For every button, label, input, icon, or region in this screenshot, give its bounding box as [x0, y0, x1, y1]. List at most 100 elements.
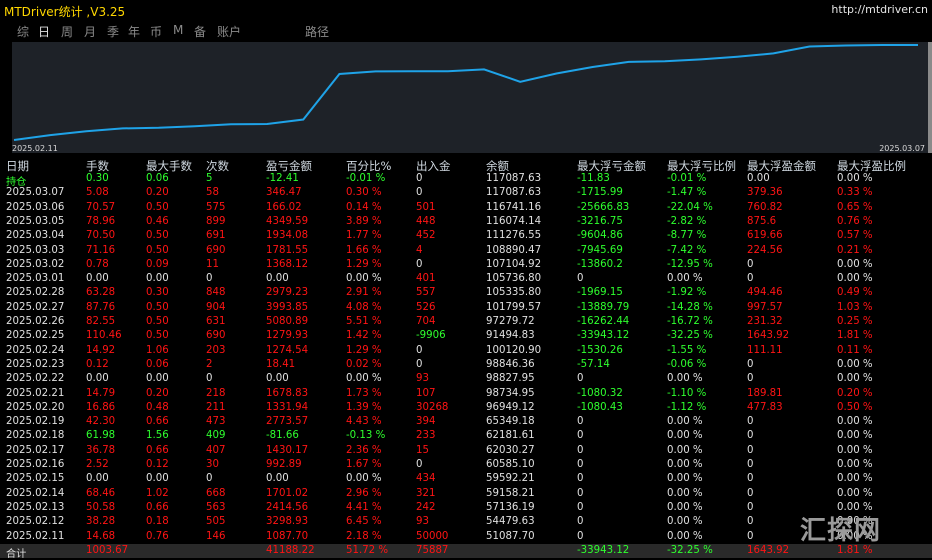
column-header[interactable]: 盈亏金额 [266, 159, 312, 173]
column-header[interactable]: 最大手数 [146, 159, 192, 173]
table-cell: 50.58 [86, 501, 116, 513]
table-row[interactable]: 2025.02.16 2.52 0.12 30 992.89 1.67 % 0 60585.1… [0, 458, 932, 472]
table-row[interactable]: 2025.02.28 63.28 0.30 848 2979.23 2.91 % 557 10… [0, 286, 932, 300]
column-header[interactable]: 余额 [486, 159, 509, 173]
column-header[interactable]: 最大浮盈金额 [747, 159, 816, 173]
table-cell: 346.47 [266, 187, 302, 199]
table-row[interactable]: 2025.03.05 78.96 0.46 899 4349.59 3.89 % 448 11… [0, 215, 932, 229]
table-row[interactable]: 2025.02.25 110.46 0.50 690 1279.93 1.42 % -990… [0, 329, 932, 343]
table-row[interactable]: 2025.03.07 5.08 0.20 58 346.47 0.30 % 0 117087.… [0, 186, 932, 200]
table-cell: 2025.03.02 [6, 258, 65, 270]
tab-10[interactable]: 路径 [305, 25, 330, 39]
table-cell: 117087.63 [486, 173, 542, 184]
table-row[interactable]: 2025.02.12 38.28 0.18 505 3298.93 6.45 % 93 544… [0, 515, 932, 529]
table-cell: -16.72 % [667, 316, 713, 327]
table-row[interactable]: 2025.03.04 70.50 0.50 691 1934.08 1.77 % 452 11… [0, 229, 932, 243]
table-row[interactable]: 2025.02.14 68.46 1.02 668 1701.02 2.96 % 321 59… [0, 487, 932, 501]
table-cell: 108890.47 [486, 244, 542, 256]
table-cell: 78.96 [86, 215, 116, 227]
table-cell: 4.41 % [346, 501, 382, 513]
table-cell: 1643.92 [747, 330, 790, 342]
table-cell: 691 [206, 230, 226, 242]
table-row[interactable]: 2025.02.19 42.30 0.66 473 2773.57 4.43 % 394 65… [0, 415, 932, 429]
table-cell: 2025.02.24 [6, 344, 65, 356]
table-cell: 0.18 [146, 516, 169, 528]
table-cell: 0.00 % [837, 459, 873, 470]
table-row[interactable]: 2025.02.15 0.00 0.00 0 0.00 0.00 % 434 59592.21… [0, 472, 932, 486]
table-cell: 5 [206, 173, 213, 184]
tab-9[interactable]: 账户 [217, 25, 242, 39]
table-row[interactable]: 2025.02.22 0.00 0.00 0 0.00 0.00 % 93 98827.95 0… [0, 372, 932, 386]
table-row[interactable]: 2025.02.18 61.98 1.56 409 -81.66 -0.13 % 233 62… [0, 429, 932, 443]
table-cell: -1.92 % [667, 287, 707, 299]
balance-chart-svg [13, 44, 918, 141]
table-row[interactable]: 2025.02.17 36.78 0.66 407 1430.17 2.36 % 15 620… [0, 444, 932, 458]
column-header[interactable]: 日期 [6, 159, 29, 173]
table-cell: 3.89 % [346, 215, 382, 227]
table-row[interactable]: 持仓 0.30 0.06 5 -12.41 -0.01 % 0 117087.63 -11.83… [0, 172, 932, 188]
tab-0[interactable]: 综 [17, 25, 30, 39]
table-cell: 0.65 % [837, 201, 873, 213]
table-row[interactable]: 2025.02.26 82.55 0.50 631 5080.89 5.51 % 704 97… [0, 315, 932, 329]
table-cell: 0.00 % [837, 273, 873, 285]
table-cell: 1.29 % [346, 258, 382, 270]
table-cell: 0.00 % [667, 373, 703, 385]
total-row[interactable]: 合计 1003.67 41188.22 51.72 % 75887 -33943.12 -3… [0, 543, 932, 560]
table-row[interactable]: 2025.02.13 50.58 0.66 563 2414.56 4.41 % 242 57… [0, 501, 932, 515]
table-row[interactable]: 2025.03.06 70.57 0.50 575 166.02 0.14 % 501 116… [0, 201, 932, 215]
title-bar: MTDriver统计 ,V3.25 http://mtdriver.cn [0, 0, 932, 21]
tab-4[interactable]: 季 [107, 25, 120, 39]
table-cell: 0.00 [86, 373, 109, 385]
tab-7[interactable]: M [173, 23, 184, 37]
table-row[interactable]: 2025.03.02 0.78 0.09 11 1368.12 1.29 % 0 107104… [0, 258, 932, 272]
table-row[interactable]: 2025.03.01 0.00 0.00 0 0.00 0.00 % 401 105736.8… [0, 272, 932, 286]
table-row[interactable]: 2025.02.20 16.86 0.48 211 1331.94 1.39 % 30268… [0, 401, 932, 415]
table-cell: 1087.70 [266, 530, 309, 542]
table-cell: 2414.56 [266, 501, 309, 513]
column-header[interactable]: 次数 [206, 159, 229, 173]
tab-3[interactable]: 月 [84, 25, 97, 39]
column-header[interactable]: 最大浮盈比例 [837, 159, 906, 173]
column-header[interactable]: 最大浮亏金额 [577, 159, 646, 173]
table-cell: 0.78 [86, 258, 109, 270]
column-header[interactable]: 百分比% [346, 159, 392, 173]
table-cell: 0.00 [146, 373, 169, 385]
tab-8[interactable]: 备 [194, 25, 207, 39]
table-row[interactable]: 2025.02.23 0.12 0.06 2 18.41 0.02 % 0 98846.36 -… [0, 358, 932, 372]
table-row[interactable]: 2025.02.21 14.79 0.20 218 1678.83 1.73 % 107 98… [0, 387, 932, 401]
table-cell: 2.91 % [346, 287, 382, 299]
table-cell: 0.00 [747, 173, 770, 184]
table-cell: 0.12 [146, 459, 169, 470]
table-cell: -32.25 % [667, 544, 713, 556]
table-cell: 0.00 % [837, 444, 873, 456]
table-cell: 0.00 % [667, 516, 703, 528]
column-header[interactable]: 手数 [86, 159, 109, 173]
column-header[interactable]: 出入金 [416, 159, 451, 173]
table-cell: 1.39 % [346, 401, 382, 413]
tab-2[interactable]: 周 [61, 25, 74, 39]
table-cell: 1.81 % [837, 330, 873, 342]
table-cell: 58 [206, 187, 219, 199]
balance-line [13, 44, 918, 141]
tab-1[interactable]: 日 [38, 25, 51, 39]
table-row[interactable]: 2025.02.27 87.76 0.50 904 3993.85 4.08 % 526 10… [0, 301, 932, 315]
table-row[interactable]: 2025.02.11 14.68 0.76 146 1087.70 2.18 % 50000… [0, 530, 932, 544]
table-cell: 224.56 [747, 244, 783, 256]
tab-5[interactable]: 年 [128, 25, 141, 39]
table-row[interactable]: 2025.02.24 14.92 1.06 203 1274.54 1.29 % 0 1001… [0, 344, 932, 358]
table-cell: 15 [416, 444, 429, 456]
chart-scrollbar[interactable] [928, 42, 932, 153]
table-cell: 0.00 % [667, 501, 703, 513]
column-header[interactable]: 最大浮亏比例 [667, 159, 736, 173]
table-cell: 0.30 [146, 287, 169, 299]
site-link[interactable]: http://mtdriver.cn [831, 3, 928, 16]
table-cell: 0.50 [146, 301, 169, 313]
table-cell: 526 [416, 301, 436, 313]
table-cell: -32.25 % [667, 330, 713, 342]
table-cell: 0.20 [146, 387, 169, 399]
tab-6[interactable]: 币 [150, 25, 163, 39]
table-cell: 5.51 % [346, 316, 382, 327]
table-cell: 992.89 [266, 459, 302, 470]
table-cell: 合计 [6, 548, 27, 560]
table-row[interactable]: 2025.03.03 71.16 0.50 690 1781.55 1.66 % 4 1088… [0, 244, 932, 258]
